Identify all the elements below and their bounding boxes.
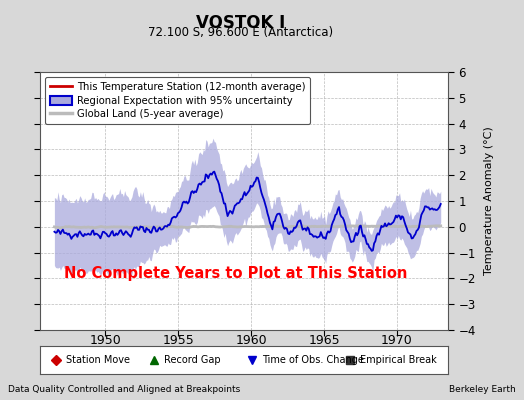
Text: 1970: 1970 — [381, 334, 413, 347]
Text: 1965: 1965 — [308, 334, 340, 347]
Legend: This Temperature Station (12-month average), Regional Expectation with 95% uncer: This Temperature Station (12-month avera… — [45, 77, 310, 124]
Y-axis label: Temperature Anomaly (°C): Temperature Anomaly (°C) — [484, 127, 494, 275]
Text: 1955: 1955 — [162, 334, 194, 347]
Text: Station Move: Station Move — [67, 355, 130, 365]
Text: Berkeley Earth: Berkeley Earth — [450, 385, 516, 394]
Text: VOSTOK I: VOSTOK I — [196, 14, 286, 32]
Text: Empirical Break: Empirical Break — [361, 355, 437, 365]
Text: Time of Obs. Change: Time of Obs. Change — [263, 355, 364, 365]
Text: 1950: 1950 — [90, 334, 121, 347]
Text: No Complete Years to Plot at This Station: No Complete Years to Plot at This Statio… — [64, 266, 408, 281]
Text: Data Quality Controlled and Aligned at Breakpoints: Data Quality Controlled and Aligned at B… — [8, 385, 240, 394]
Text: 1960: 1960 — [235, 334, 267, 347]
Text: 72.100 S, 96.600 E (Antarctica): 72.100 S, 96.600 E (Antarctica) — [148, 26, 334, 39]
Text: Record Gap: Record Gap — [165, 355, 221, 365]
